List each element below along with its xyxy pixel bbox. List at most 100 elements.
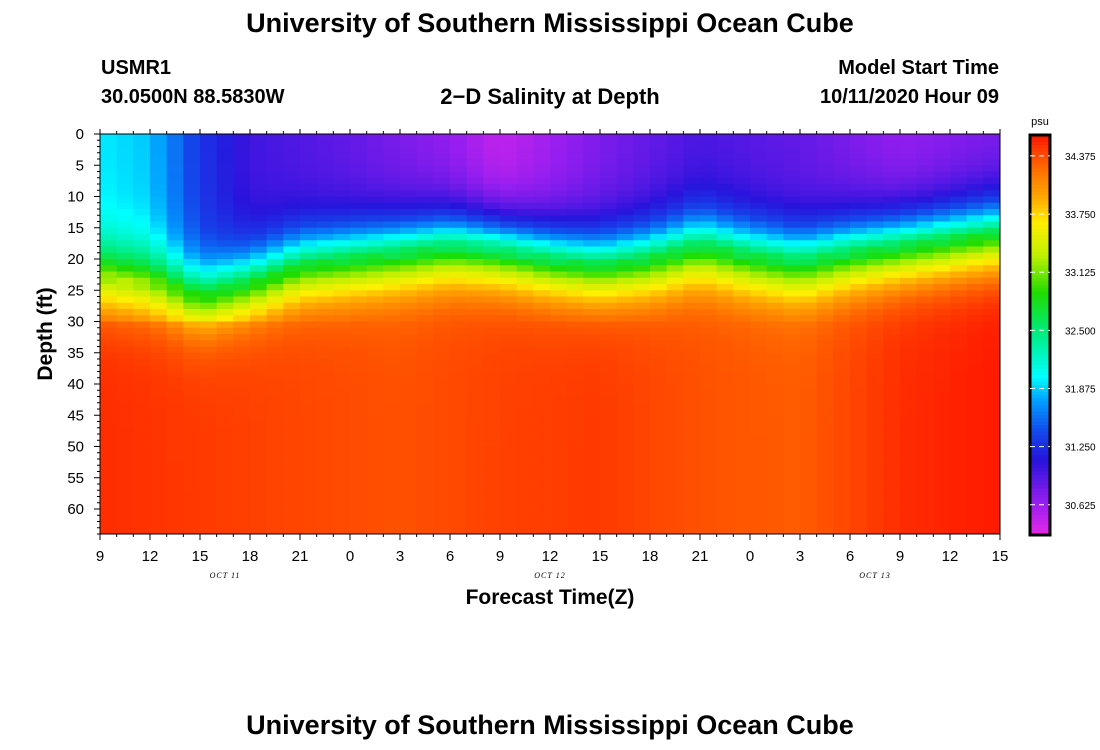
heatmap-cell (216, 215, 234, 223)
heatmap-cell (400, 346, 418, 354)
heatmap-cell (533, 496, 551, 504)
heatmap-cell (250, 377, 268, 385)
heatmap-cell (116, 134, 134, 141)
heatmap-cell (900, 246, 918, 254)
heatmap-cell (616, 315, 634, 323)
heatmap-cell (666, 415, 684, 423)
heatmap-cell (316, 177, 334, 185)
heatmap-cell (766, 521, 784, 529)
heatmap-cell (416, 290, 434, 298)
colorbar-band (1030, 421, 1050, 426)
heatmap-cell (466, 527, 484, 534)
heatmap-cell (566, 459, 584, 466)
heatmap-cell (166, 265, 184, 273)
heatmap-cell (700, 296, 718, 304)
heatmap-cell (616, 346, 634, 354)
heatmap-cell (466, 521, 484, 529)
heatmap-cell (650, 246, 668, 254)
heatmap-cell (716, 440, 734, 448)
heatmap-cell (500, 202, 518, 210)
heatmap-cell (600, 215, 618, 223)
heatmap-cell (350, 434, 368, 441)
heatmap-cell (850, 215, 868, 223)
heatmap-cell (433, 302, 451, 310)
heatmap-cell (916, 196, 934, 204)
heatmap-cell (766, 434, 784, 441)
heatmap-cell (550, 390, 568, 398)
heatmap-cell (600, 146, 618, 154)
heatmap-cell (950, 284, 968, 291)
heatmap-cell (700, 396, 718, 404)
heatmap-cell (600, 471, 618, 479)
heatmap-cell (883, 171, 901, 179)
heatmap-cell (416, 352, 434, 360)
heatmap-cell (783, 465, 801, 473)
heatmap-cell (983, 484, 1000, 491)
heatmap-cell (716, 365, 734, 373)
heatmap-cell (650, 146, 668, 154)
heatmap-cell (916, 327, 934, 335)
heatmap-cell (916, 252, 934, 260)
heatmap-cell (833, 346, 851, 354)
heatmap-cell (116, 265, 134, 273)
heatmap-cell (266, 427, 284, 435)
heatmap-cell (666, 290, 684, 298)
heatmap-cell (216, 496, 234, 504)
heatmap-cell (500, 421, 518, 429)
heatmap-cell (700, 415, 718, 423)
heatmap-cell (533, 290, 551, 298)
heatmap-cell (133, 434, 151, 441)
heatmap-cell (816, 221, 834, 229)
heatmap-cell (300, 315, 318, 323)
heatmap-cell (533, 334, 551, 341)
heatmap-cell (900, 346, 918, 354)
heatmap-cell (266, 234, 284, 241)
heatmap-cell (616, 196, 634, 204)
heatmap-cell (533, 190, 551, 198)
heatmap-cell (366, 459, 384, 466)
y-tick-label: 25 (67, 282, 84, 299)
heatmap-cell (416, 471, 434, 479)
heatmap-cell (233, 209, 251, 216)
heatmap-cell (100, 396, 118, 404)
heatmap-cell (750, 177, 768, 185)
heatmap-cell (116, 384, 134, 391)
heatmap-cell (616, 184, 634, 191)
heatmap-cell (500, 502, 518, 510)
heatmap-cell (416, 259, 434, 266)
heatmap-cell (450, 352, 468, 360)
colorbar-band (1030, 145, 1050, 149)
heatmap-cell (800, 221, 818, 229)
heatmap-cell (450, 490, 468, 498)
heatmap-cell (116, 352, 134, 360)
heatmap-cell (600, 252, 618, 260)
heatmap-cell (166, 521, 184, 529)
heatmap-cell (283, 427, 301, 435)
heatmap-cell (750, 421, 768, 429)
heatmap-cell (700, 290, 718, 298)
heatmap-cell (216, 452, 234, 460)
heatmap-cell (250, 509, 268, 516)
colorbar-band (1030, 491, 1050, 496)
heatmap-cell (366, 477, 384, 485)
heatmap-cell (916, 184, 934, 191)
heatmap-cell (600, 459, 618, 466)
heatmap-cell (316, 521, 334, 529)
heatmap-cell (183, 290, 201, 298)
heatmap-cell (866, 296, 884, 304)
heatmap-cell (166, 334, 184, 341)
heatmap-cell (616, 490, 634, 498)
heatmap-cell (966, 465, 984, 473)
heatmap-cell (450, 477, 468, 485)
heatmap-cell (583, 265, 601, 273)
heatmap-cell (516, 371, 534, 379)
heatmap-cell (700, 377, 718, 385)
heatmap-cell (666, 284, 684, 291)
heatmap-cell (133, 315, 151, 323)
heatmap-cell (533, 252, 551, 260)
heatmap-cell (133, 290, 151, 298)
heatmap-cell (366, 302, 384, 310)
heatmap-cell (300, 359, 318, 366)
heatmap-cell (233, 384, 251, 391)
heatmap-cell (950, 152, 968, 160)
